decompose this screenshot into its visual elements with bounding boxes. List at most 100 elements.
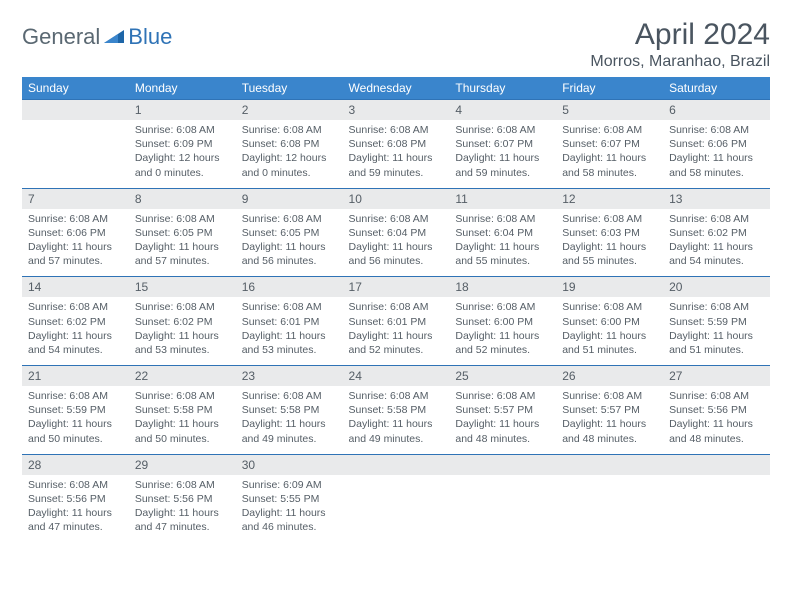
sunrise-text: Sunrise: 6:08 AM <box>28 212 123 226</box>
day-number: 18 <box>455 280 468 294</box>
sunset-text: Sunset: 5:58 PM <box>242 403 337 417</box>
sunrise-text: Sunrise: 6:08 AM <box>135 389 230 403</box>
daylight-text: Daylight: 11 hours and 53 minutes. <box>242 329 337 357</box>
day-info-cell: Sunrise: 6:08 AMSunset: 6:01 PMDaylight:… <box>343 297 450 365</box>
daylight-text: Daylight: 11 hours and 54 minutes. <box>669 240 764 268</box>
day-info-cell <box>343 475 450 543</box>
brand-mark-icon <box>104 24 126 50</box>
day-info-cell: Sunrise: 6:08 AMSunset: 6:09 PMDaylight:… <box>129 120 236 188</box>
day-info-cell: Sunrise: 6:08 AMSunset: 5:56 PMDaylight:… <box>129 475 236 543</box>
day-info-cell: Sunrise: 6:08 AMSunset: 5:57 PMDaylight:… <box>556 386 663 454</box>
day-number-cell: 20 <box>663 277 770 298</box>
day-info-cell: Sunrise: 6:08 AMSunset: 6:06 PMDaylight:… <box>22 209 129 277</box>
day-number: 16 <box>242 280 255 294</box>
day-info-cell <box>449 475 556 543</box>
sunrise-text: Sunrise: 6:08 AM <box>135 478 230 492</box>
day-info-cell: Sunrise: 6:09 AMSunset: 5:55 PMDaylight:… <box>236 475 343 543</box>
header: General Blue April 2024 Morros, Maranhao… <box>22 18 770 71</box>
daylight-text: Daylight: 11 hours and 48 minutes. <box>455 417 550 445</box>
daylight-text: Daylight: 12 hours and 0 minutes. <box>242 151 337 179</box>
weekday-header: Thursday <box>449 77 556 100</box>
day-number-cell <box>663 454 770 475</box>
sunrise-text: Sunrise: 6:08 AM <box>349 212 444 226</box>
day-info-cell: Sunrise: 6:08 AMSunset: 6:02 PMDaylight:… <box>663 209 770 277</box>
daylight-text: Daylight: 11 hours and 51 minutes. <box>669 329 764 357</box>
day-number-cell: 17 <box>343 277 450 298</box>
sunset-text: Sunset: 6:01 PM <box>242 315 337 329</box>
day-info-cell: Sunrise: 6:08 AMSunset: 6:08 PMDaylight:… <box>236 120 343 188</box>
weekday-header: Saturday <box>663 77 770 100</box>
info-row: Sunrise: 6:08 AMSunset: 6:06 PMDaylight:… <box>22 209 770 277</box>
sunset-text: Sunset: 6:07 PM <box>562 137 657 151</box>
sunrise-text: Sunrise: 6:09 AM <box>242 478 337 492</box>
day-number-cell: 24 <box>343 366 450 387</box>
day-number-cell: 16 <box>236 277 343 298</box>
day-info-cell: Sunrise: 6:08 AMSunset: 5:58 PMDaylight:… <box>343 386 450 454</box>
day-number-cell: 1 <box>129 100 236 121</box>
day-info-cell: Sunrise: 6:08 AMSunset: 6:05 PMDaylight:… <box>129 209 236 277</box>
day-info-cell: Sunrise: 6:08 AMSunset: 6:02 PMDaylight:… <box>129 297 236 365</box>
weekday-header: Tuesday <box>236 77 343 100</box>
sunrise-text: Sunrise: 6:08 AM <box>562 212 657 226</box>
day-info-cell: Sunrise: 6:08 AMSunset: 6:05 PMDaylight:… <box>236 209 343 277</box>
day-info-cell: Sunrise: 6:08 AMSunset: 5:56 PMDaylight:… <box>663 386 770 454</box>
weekday-header: Sunday <box>22 77 129 100</box>
day-number-cell: 9 <box>236 188 343 209</box>
sunset-text: Sunset: 5:56 PM <box>669 403 764 417</box>
daylight-text: Daylight: 11 hours and 56 minutes. <box>242 240 337 268</box>
day-number-cell: 27 <box>663 366 770 387</box>
sunset-text: Sunset: 6:03 PM <box>562 226 657 240</box>
daylight-text: Daylight: 11 hours and 49 minutes. <box>242 417 337 445</box>
sunset-text: Sunset: 5:58 PM <box>349 403 444 417</box>
day-number-cell: 19 <box>556 277 663 298</box>
daylight-text: Daylight: 11 hours and 55 minutes. <box>455 240 550 268</box>
location: Morros, Maranhao, Brazil <box>590 53 770 71</box>
day-info-cell: Sunrise: 6:08 AMSunset: 6:01 PMDaylight:… <box>236 297 343 365</box>
info-row: Sunrise: 6:08 AM Sunset: 5:56 PM Daylight:… <box>22 475 770 543</box>
day-info-cell: Sunrise: 6:08 AMSunset: 5:58 PMDaylight:… <box>236 386 343 454</box>
day-number-cell <box>449 454 556 475</box>
daylight-text: Daylight: 11 hours and 46 minutes. <box>242 506 337 534</box>
daylight-text: Daylight: 11 hours and 49 minutes. <box>349 417 444 445</box>
sunset-text: Sunset: 6:08 PM <box>349 137 444 151</box>
sunrise-text: Sunrise: 6:08 AM <box>349 123 444 137</box>
daylight-text: Daylight: 11 hours and 59 minutes. <box>455 151 550 179</box>
info-row: Sunrise: 6:08 AMSunset: 6:02 PMDaylight:… <box>22 297 770 365</box>
sunset-text: Sunset: 6:02 PM <box>669 226 764 240</box>
calendar-page: General Blue April 2024 Morros, Maranhao… <box>0 0 792 560</box>
sunrise-text: Sunrise: 6:08 AM <box>562 389 657 403</box>
day-number-cell: 10 <box>343 188 450 209</box>
sunset-text: Sunset: 6:02 PM <box>28 315 123 329</box>
sunrise-text: Sunrise: 6:08 AM <box>455 212 550 226</box>
sunrise-text: Sunrise: 6:08 AM <box>669 123 764 137</box>
weekday-header: Monday <box>129 77 236 100</box>
sunrise-text: Sunrise: 6:08 AM <box>669 212 764 226</box>
sunset-text: Sunset: 5:56 PM <box>28 492 123 506</box>
daylight-text: Daylight: 11 hours and 59 minutes. <box>349 151 444 179</box>
day-number: 27 <box>669 369 682 383</box>
day-number: 30 <box>242 458 255 472</box>
day-number: 7 <box>28 192 35 206</box>
calendar-table: Sunday Monday Tuesday Wednesday Thursday… <box>22 77 770 542</box>
day-info-cell: Sunrise: 6:08 AMSunset: 6:06 PMDaylight:… <box>663 120 770 188</box>
day-info-cell <box>556 475 663 543</box>
daylight-text: Daylight: 11 hours and 56 minutes. <box>349 240 444 268</box>
sunrise-text: Sunrise: 6:08 AM <box>135 300 230 314</box>
sunrise-text: Sunrise: 6:08 AM <box>455 123 550 137</box>
day-info-cell: Sunrise: 6:08 AMSunset: 6:07 PMDaylight:… <box>449 120 556 188</box>
daylight-text: Daylight: 11 hours and 48 minutes. <box>562 417 657 445</box>
sunset-text: Sunset: 6:02 PM <box>135 315 230 329</box>
sunrise-text: Sunrise: 6:08 AM <box>242 300 337 314</box>
daylight-text: Daylight: 11 hours and 54 minutes. <box>28 329 123 357</box>
sunset-text: Sunset: 6:09 PM <box>135 137 230 151</box>
day-number-cell: 26 <box>556 366 663 387</box>
day-info-cell: Sunrise: 6:08 AMSunset: 5:56 PMDaylight:… <box>22 475 129 543</box>
day-number: 5 <box>562 103 569 117</box>
daynum-row: 282930 <box>22 454 770 475</box>
daynum-row: 78910111213 <box>22 188 770 209</box>
day-number: 24 <box>349 369 362 383</box>
weekday-header: Friday <box>556 77 663 100</box>
day-number: 10 <box>349 192 362 206</box>
daylight-text: Daylight: 11 hours and 50 minutes. <box>28 417 123 445</box>
day-info-cell: Sunrise: 6:08 AMSunset: 6:04 PMDaylight:… <box>449 209 556 277</box>
